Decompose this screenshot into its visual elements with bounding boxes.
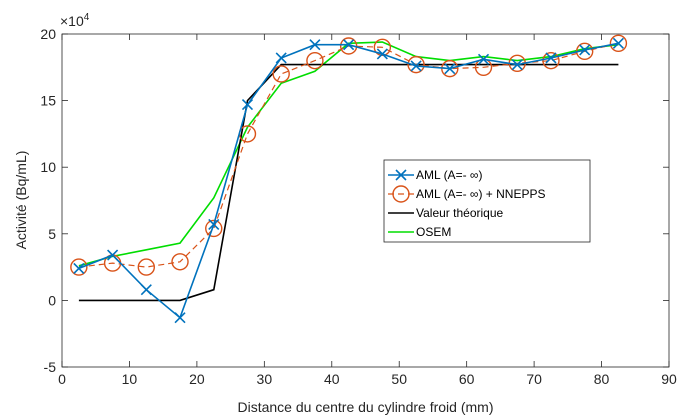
legend-label: Valeur théorique (416, 206, 503, 220)
data-point (579, 44, 591, 56)
y-tick-label: 20 (40, 26, 56, 42)
x-tick-label: 70 (526, 371, 542, 387)
series-line (78, 41, 619, 267)
marker-stroke (579, 44, 591, 56)
marker-stroke (395, 169, 407, 181)
marker-stroke (140, 284, 152, 296)
marker-stroke (612, 37, 624, 49)
x-tick-label: 60 (459, 371, 475, 387)
data-point (205, 219, 223, 238)
data-point (343, 39, 355, 51)
legend-items: AML (A=- ∞) AML (A=- ∞) + NNEPPS Valeur th… (388, 168, 545, 239)
data-point (241, 99, 254, 111)
y-tick-label: 0 (48, 292, 56, 308)
legend-label: AML (A=- ∞) (416, 168, 482, 182)
series-3 (78, 41, 619, 267)
data-point (208, 218, 220, 231)
legend-label: OSEM (416, 225, 451, 239)
legend-item-2: Valeur théorique (388, 206, 503, 220)
y-exponent-power: 4 (84, 12, 90, 23)
x-tick-label: 20 (189, 371, 205, 387)
legend-item-0: AML (A=- ∞) (388, 168, 482, 182)
y-axis-label: Activité (Bq/mL) (13, 151, 29, 250)
data-point (376, 48, 388, 60)
x-tick-label: 0 (58, 371, 66, 387)
legend-swatch-marker (395, 169, 407, 181)
x-tick-labels: 0 10 20 30 40 50 60 70 80 90 (58, 371, 677, 387)
marker-stroke (477, 53, 490, 65)
marker-stroke (107, 249, 119, 261)
y-tick-label: 10 (40, 159, 56, 175)
series-line (78, 42, 619, 268)
data-point (407, 55, 425, 74)
marker-stroke (511, 59, 523, 71)
data-point (410, 60, 422, 72)
x-tick-label: 40 (324, 371, 340, 387)
marker-stroke (444, 63, 456, 75)
y-exponent-base: ×10 (60, 13, 84, 29)
data-point (70, 258, 88, 276)
data-point (609, 34, 628, 53)
x-tick-label: 80 (594, 371, 610, 387)
x-axis-label: Distance du centre du cylindre froid (mm… (238, 399, 494, 415)
x-tick-label: 50 (391, 371, 407, 387)
data-point (542, 51, 560, 70)
marker-stroke (309, 39, 321, 51)
data-point (444, 63, 456, 75)
data-point (477, 53, 490, 65)
axis-ticks (61, 33, 670, 368)
marker-stroke (241, 99, 254, 111)
marker-stroke (545, 52, 557, 64)
legend-box (383, 159, 591, 243)
legend-swatch-marker (392, 185, 410, 203)
data-point (275, 52, 287, 64)
data-point (140, 284, 152, 296)
marker-stroke (73, 262, 85, 274)
data-point (107, 249, 119, 261)
y-tick-label: 15 (40, 93, 56, 109)
marker-stroke (343, 39, 355, 51)
legend-label: AML (A=- ∞) + NNEPPS (416, 187, 545, 201)
marker-stroke (275, 52, 287, 64)
data-point (511, 59, 523, 71)
series-0 (73, 37, 624, 324)
data-point (612, 37, 624, 49)
legend-item-1: AML (A=- ∞) + NNEPPS (388, 185, 545, 203)
data-point (272, 65, 290, 83)
data-point (73, 262, 85, 274)
series-layer (70, 34, 628, 324)
marker-stroke (174, 312, 186, 324)
marker-stroke (410, 60, 422, 72)
legend: AML (A=- ∞) AML (A=- ∞) + NNEPPS Valeur th… (383, 159, 591, 243)
data-point (309, 39, 321, 51)
series-line (78, 63, 619, 302)
data-point (306, 51, 324, 70)
legend-item-3: OSEM (388, 225, 451, 239)
data-point (545, 52, 557, 64)
y-tick-label: -5 (44, 359, 57, 375)
marker-stroke (376, 48, 388, 60)
data-point (339, 37, 358, 55)
x-tick-label: 10 (122, 371, 138, 387)
x-tick-label: 30 (257, 371, 273, 387)
data-point (137, 258, 156, 276)
data-point (174, 312, 186, 324)
data-point (373, 38, 392, 57)
data-point (171, 253, 189, 271)
x-tick-label: 90 (661, 371, 677, 387)
y-tick-label: 5 (48, 226, 56, 242)
y-exponent: ×104 (60, 12, 90, 29)
marker-stroke (208, 218, 220, 231)
y-tick-labels: -5 0 5 10 15 20 (40, 26, 56, 375)
series-2 (78, 63, 619, 302)
